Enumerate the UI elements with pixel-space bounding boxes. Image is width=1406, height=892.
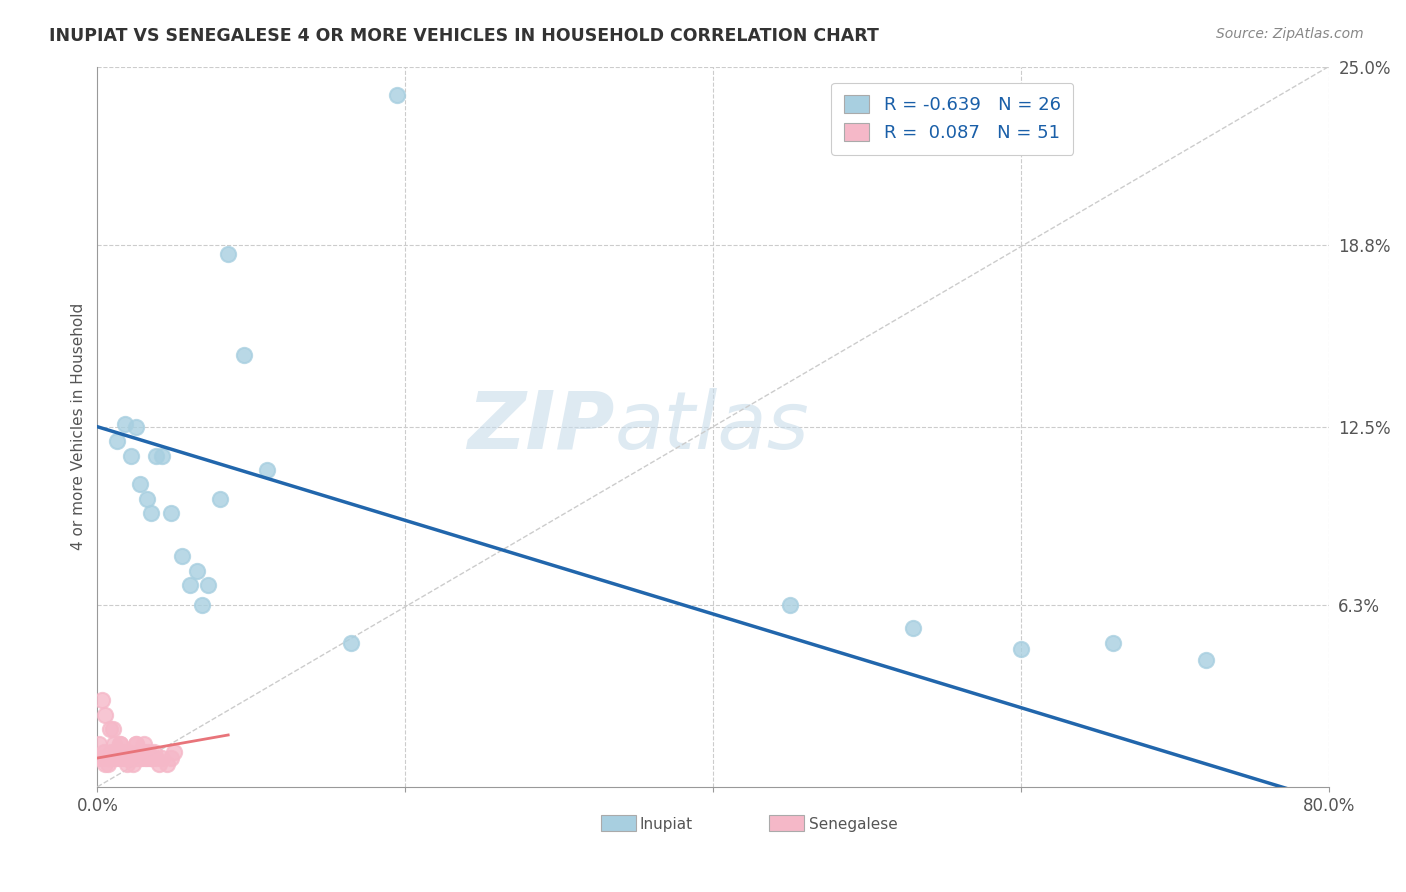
Point: [125, 419, 148, 434]
Point: [145, 751, 167, 765]
Point: [129, 751, 152, 765]
Point: [256, 463, 278, 477]
Point: [197, 578, 219, 592]
Text: Inupiat: Inupiat: [640, 817, 693, 832]
Point: [142, 751, 165, 765]
Point: [387, 88, 409, 103]
Point: [112, 745, 135, 759]
Point: [129, 477, 152, 491]
Text: ZIP: ZIP: [467, 388, 614, 466]
Point: [160, 506, 183, 520]
Y-axis label: 4 or more Vehicles in Household: 4 or more Vehicles in Household: [72, 303, 86, 550]
Point: [141, 506, 163, 520]
Point: [114, 417, 136, 431]
Point: [779, 599, 801, 613]
Point: [103, 737, 125, 751]
Point: [136, 745, 159, 759]
Point: [170, 549, 193, 564]
Text: Source: ZipAtlas.com: Source: ZipAtlas.com: [1216, 27, 1364, 41]
Point: [148, 756, 170, 771]
Point: [1102, 636, 1125, 650]
Point: [104, 751, 127, 765]
Point: [96, 751, 118, 765]
Point: [105, 745, 128, 759]
Point: [120, 449, 142, 463]
Point: [87, 737, 110, 751]
Point: [97, 756, 120, 771]
Legend: R = -0.639   N = 26, R =  0.087   N = 51: R = -0.639 N = 26, R = 0.087 N = 51: [831, 83, 1073, 154]
Point: [1194, 653, 1216, 667]
Point: [100, 745, 122, 759]
Point: [163, 745, 186, 759]
Point: [115, 756, 138, 771]
Point: [232, 348, 254, 362]
Point: [134, 751, 156, 765]
Point: [340, 636, 363, 650]
Point: [132, 745, 155, 759]
Point: [179, 578, 201, 592]
Point: [110, 737, 132, 751]
Point: [125, 737, 148, 751]
Point: [94, 756, 117, 771]
Point: [108, 751, 131, 765]
Point: [156, 756, 179, 771]
Point: [93, 745, 115, 759]
Point: [145, 449, 167, 463]
Point: [143, 745, 166, 759]
Point: [101, 723, 124, 737]
Point: [1010, 641, 1032, 656]
Point: [132, 737, 155, 751]
Point: [101, 751, 124, 765]
Point: [150, 751, 173, 765]
Point: [209, 491, 232, 506]
Point: [121, 756, 143, 771]
Point: [150, 449, 173, 463]
Point: [135, 491, 157, 506]
Point: [89, 751, 111, 765]
Point: [105, 434, 128, 449]
Point: [120, 751, 142, 765]
Point: [138, 751, 160, 765]
Text: INUPIAT VS SENEGALESE 4 OR MORE VEHICLES IN HOUSEHOLD CORRELATION CHART: INUPIAT VS SENEGALESE 4 OR MORE VEHICLES…: [49, 27, 879, 45]
Point: [94, 707, 117, 722]
Point: [117, 745, 139, 759]
Point: [901, 621, 924, 635]
Point: [91, 751, 114, 765]
Point: [141, 751, 163, 765]
Text: atlas: atlas: [614, 388, 810, 466]
Point: [160, 751, 183, 765]
Point: [124, 751, 146, 765]
Point: [135, 751, 157, 765]
Point: [217, 247, 239, 261]
Point: [91, 693, 114, 707]
Point: [114, 751, 136, 765]
Point: [118, 751, 141, 765]
Point: [186, 564, 208, 578]
Point: [125, 737, 148, 751]
Point: [98, 723, 121, 737]
Point: [131, 751, 153, 765]
Point: [117, 751, 139, 765]
Point: [110, 737, 132, 751]
Point: [191, 599, 214, 613]
Point: [111, 751, 134, 765]
Point: [128, 745, 150, 759]
Point: [98, 751, 121, 765]
Point: [127, 751, 149, 765]
Text: Senegalese: Senegalese: [808, 817, 897, 832]
